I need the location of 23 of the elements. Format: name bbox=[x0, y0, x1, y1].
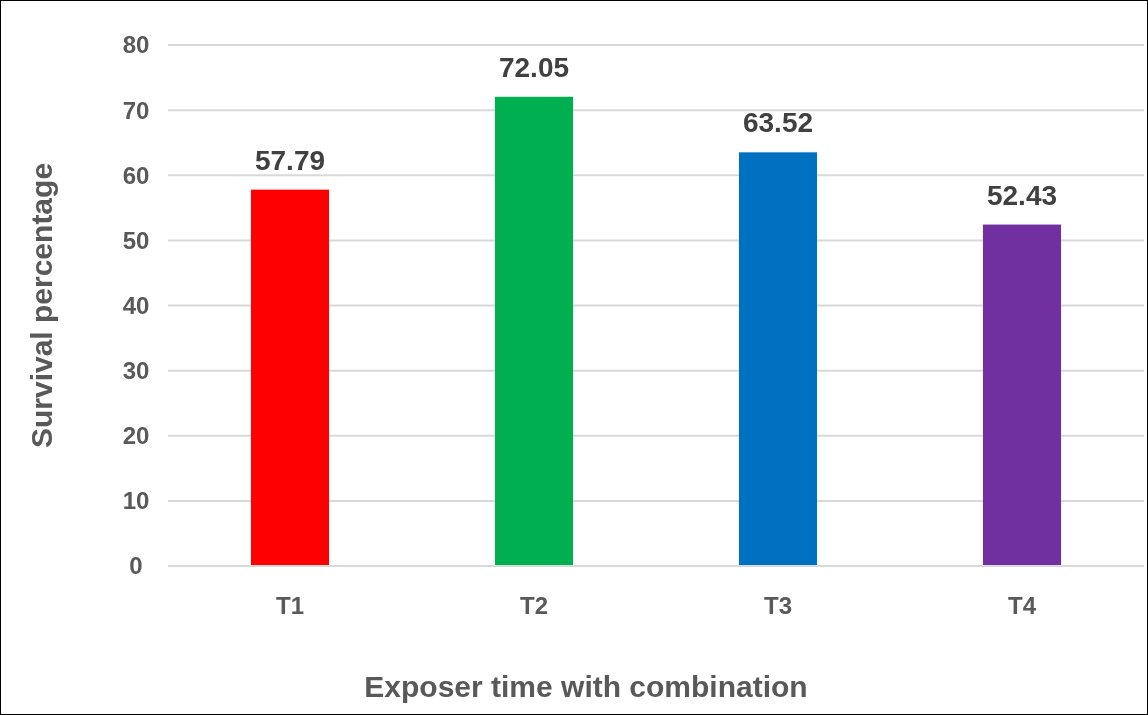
data-label: 63.52 bbox=[742, 107, 814, 139]
y-axis-title: Survival percentage bbox=[25, 162, 58, 449]
data-label: 57.79 bbox=[254, 144, 326, 176]
y-tick-label: 0 bbox=[129, 552, 143, 580]
data-label: 72.05 bbox=[498, 51, 570, 83]
y-tick-label: 30 bbox=[122, 357, 150, 385]
x-tick-label: T2 bbox=[519, 592, 549, 619]
x-axis-title: Exposer time with combination bbox=[364, 670, 808, 703]
data-label: 52.43 bbox=[986, 179, 1058, 211]
x-tick-label: T3 bbox=[763, 592, 793, 619]
y-tick-label: 10 bbox=[122, 487, 150, 515]
y-tick-label: 50 bbox=[122, 226, 150, 254]
bar bbox=[494, 96, 574, 566]
y-tick-label: 60 bbox=[122, 161, 150, 189]
x-tick-label: T4 bbox=[1007, 592, 1037, 619]
y-tick-label: 70 bbox=[122, 96, 150, 124]
y-tick-label: 20 bbox=[122, 422, 150, 450]
bar bbox=[250, 189, 330, 566]
x-tick-label: T1 bbox=[275, 592, 305, 619]
y-tick-label: 80 bbox=[122, 31, 150, 59]
y-tick-label: 40 bbox=[122, 291, 150, 319]
bar bbox=[738, 152, 818, 566]
bar bbox=[982, 224, 1062, 566]
